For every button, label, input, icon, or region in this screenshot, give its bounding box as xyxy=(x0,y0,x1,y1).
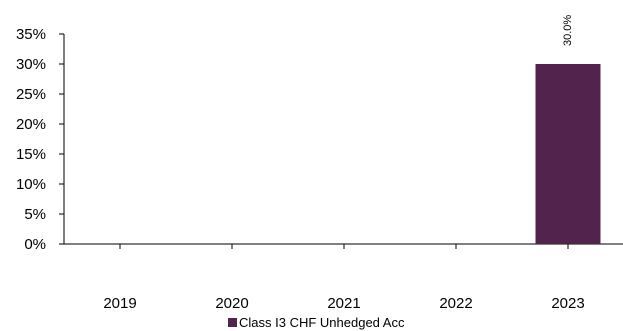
x-tick-label: 2020 xyxy=(215,295,248,312)
y-tick-label: 30% xyxy=(16,56,46,73)
y-tick-label: 5% xyxy=(24,206,46,223)
bar-2023 xyxy=(535,64,601,244)
x-tick-label: 2021 xyxy=(327,295,360,312)
x-axis: 2019 2020 2021 2022 2023 xyxy=(64,243,623,312)
x-tick-label: 2019 xyxy=(103,295,136,312)
data-labels: 30.0% xyxy=(562,15,574,46)
y-tick-label: 15% xyxy=(16,146,46,163)
y-tick-label: 20% xyxy=(16,116,46,133)
x-tick-label: 2022 xyxy=(439,295,472,312)
y-axis: 0% 5% 10% 15% 20% 25% 30% 35% xyxy=(16,26,65,253)
x-tick-label: 2023 xyxy=(551,295,584,312)
legend-label: Class I3 CHF Unhedged Acc xyxy=(239,315,405,330)
y-tick-label: 25% xyxy=(16,86,46,103)
bars xyxy=(535,64,601,244)
legend: Class I3 CHF Unhedged Acc xyxy=(228,315,405,330)
y-tick-label: 10% xyxy=(16,176,46,193)
y-tick-label: 35% xyxy=(16,26,46,43)
data-label-2023: 30.0% xyxy=(562,15,574,46)
y-tick-label: 0% xyxy=(24,236,46,253)
legend-swatch xyxy=(228,318,237,327)
